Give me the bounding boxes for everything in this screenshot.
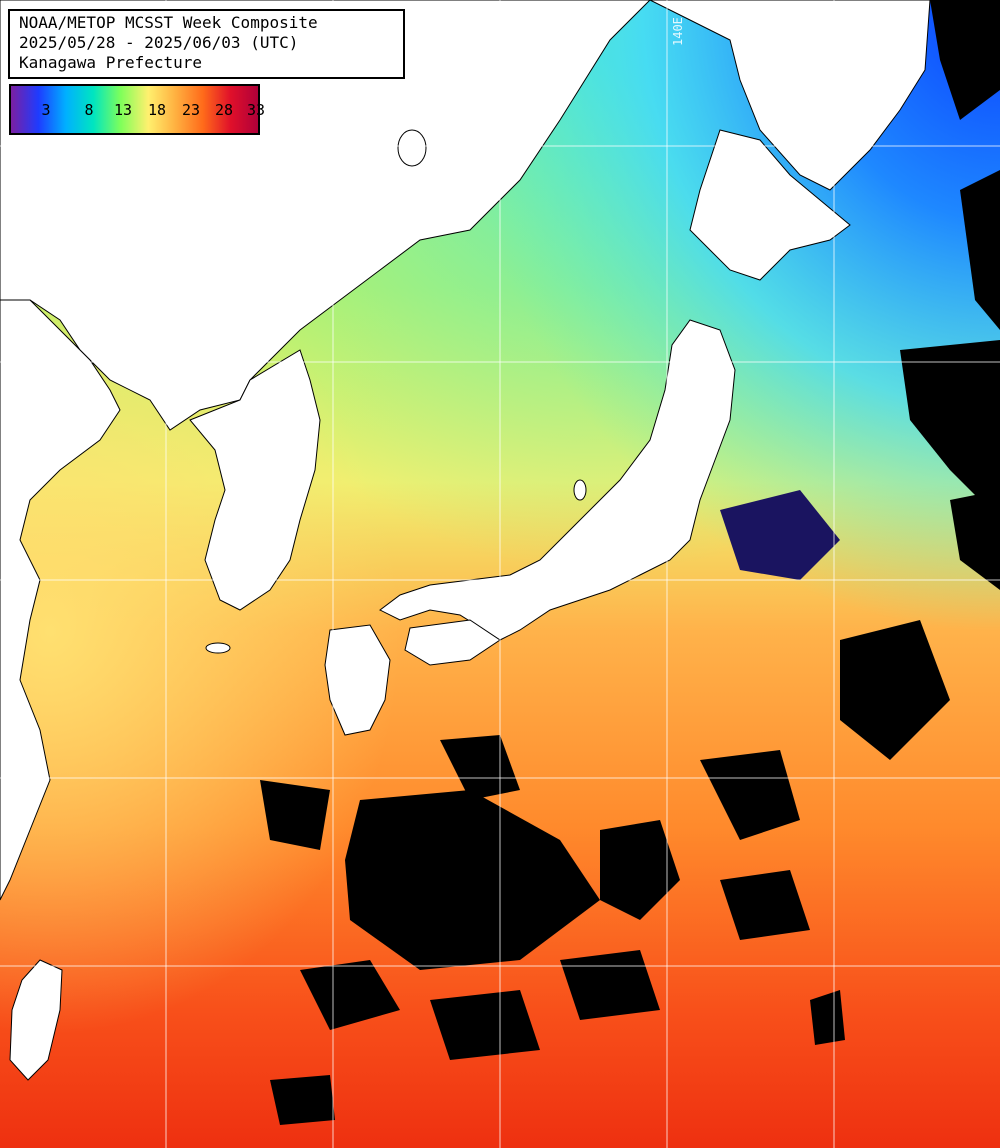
legend-color-bar bbox=[11, 86, 258, 133]
color-legend: 3 8 13 18 23 28 33 bbox=[9, 84, 265, 135]
title-line-2: 2025/05/28 - 2025/06/03 (UTC) bbox=[19, 33, 299, 52]
legend-tick-18: 18 bbox=[147, 101, 167, 119]
land-shikoku bbox=[404, 619, 501, 666]
cloud-mask bbox=[260, 0, 1000, 1125]
latitude-label: 40N bbox=[18, 352, 40, 366]
longitude-label: 140E bbox=[671, 17, 685, 46]
title-line-1: NOAA/METOP MCSST Week Composite bbox=[19, 13, 318, 32]
legend-tick-8: 8 bbox=[84, 101, 94, 119]
legend-tick-3: 3 bbox=[41, 101, 51, 119]
land-hokkaido bbox=[689, 129, 851, 281]
legend-tick-13: 13 bbox=[113, 101, 133, 119]
land-taiwan bbox=[9, 959, 63, 1081]
land-kyushu bbox=[324, 624, 391, 736]
title-box: NOAA/METOP MCSST Week Composite 2025/05/… bbox=[8, 9, 405, 79]
title-line-3: Kanagawa Prefecture bbox=[19, 53, 203, 72]
land-honshu bbox=[379, 319, 736, 641]
legend-tick-33: 33 bbox=[246, 101, 266, 119]
land-russia-coast bbox=[649, 0, 931, 191]
land-tsushima bbox=[205, 642, 231, 654]
land-sado bbox=[573, 479, 587, 501]
legend-tick-28: 28 bbox=[214, 101, 234, 119]
land-rebun bbox=[397, 129, 427, 167]
legend-labels: 3 8 13 18 23 28 33 bbox=[11, 86, 265, 133]
land-korea bbox=[189, 349, 321, 611]
legend-tick-23: 23 bbox=[181, 101, 201, 119]
land-china-east bbox=[0, 299, 121, 901]
